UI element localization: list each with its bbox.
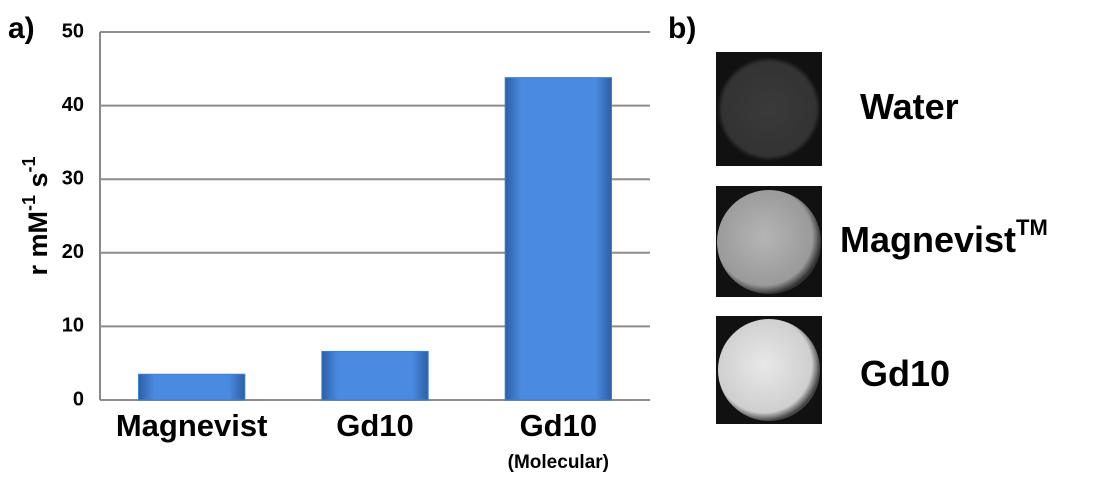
x-tick-label: Magnevist	[116, 408, 268, 443]
y-axis-label: r mM-1 s-1	[19, 156, 53, 275]
y-tick-label: 0	[73, 388, 84, 410]
bar	[322, 351, 428, 400]
y-tick-label: 20	[62, 241, 84, 263]
y-axis-label-part: s	[23, 172, 53, 195]
sample-label: Gd10	[860, 353, 950, 394]
x-tick-label: Gd10	[336, 408, 414, 443]
y-axis-label-part: r mM	[23, 211, 53, 276]
sample-name: Gd10	[860, 353, 950, 394]
x-tick-label: Gd10	[520, 408, 598, 443]
y-axis-label-part: -1	[19, 195, 39, 211]
panel-label: b)	[668, 12, 696, 45]
sample-name: Magnevist	[840, 219, 1016, 260]
y-tick-label: 40	[62, 94, 84, 116]
sample-label: Water	[860, 86, 959, 127]
bar	[139, 374, 245, 400]
sample-label: MagnevistTM	[840, 215, 1048, 259]
y-tick-label: 30	[62, 167, 84, 189]
mri-images	[716, 52, 822, 424]
y-axis-label-part: -1	[19, 156, 39, 172]
figure: a) b) 01020304050r mM-1 s-1MagnevistGd10…	[0, 0, 1096, 478]
y-tick-label: 10	[62, 315, 84, 337]
panel-label: a)	[8, 12, 35, 45]
y-tick-label: 50	[62, 20, 84, 42]
trademark: TM	[1016, 215, 1048, 240]
x-tick-note: (Molecular)	[508, 452, 609, 473]
sample-name: Water	[860, 86, 959, 127]
bar	[505, 78, 611, 400]
